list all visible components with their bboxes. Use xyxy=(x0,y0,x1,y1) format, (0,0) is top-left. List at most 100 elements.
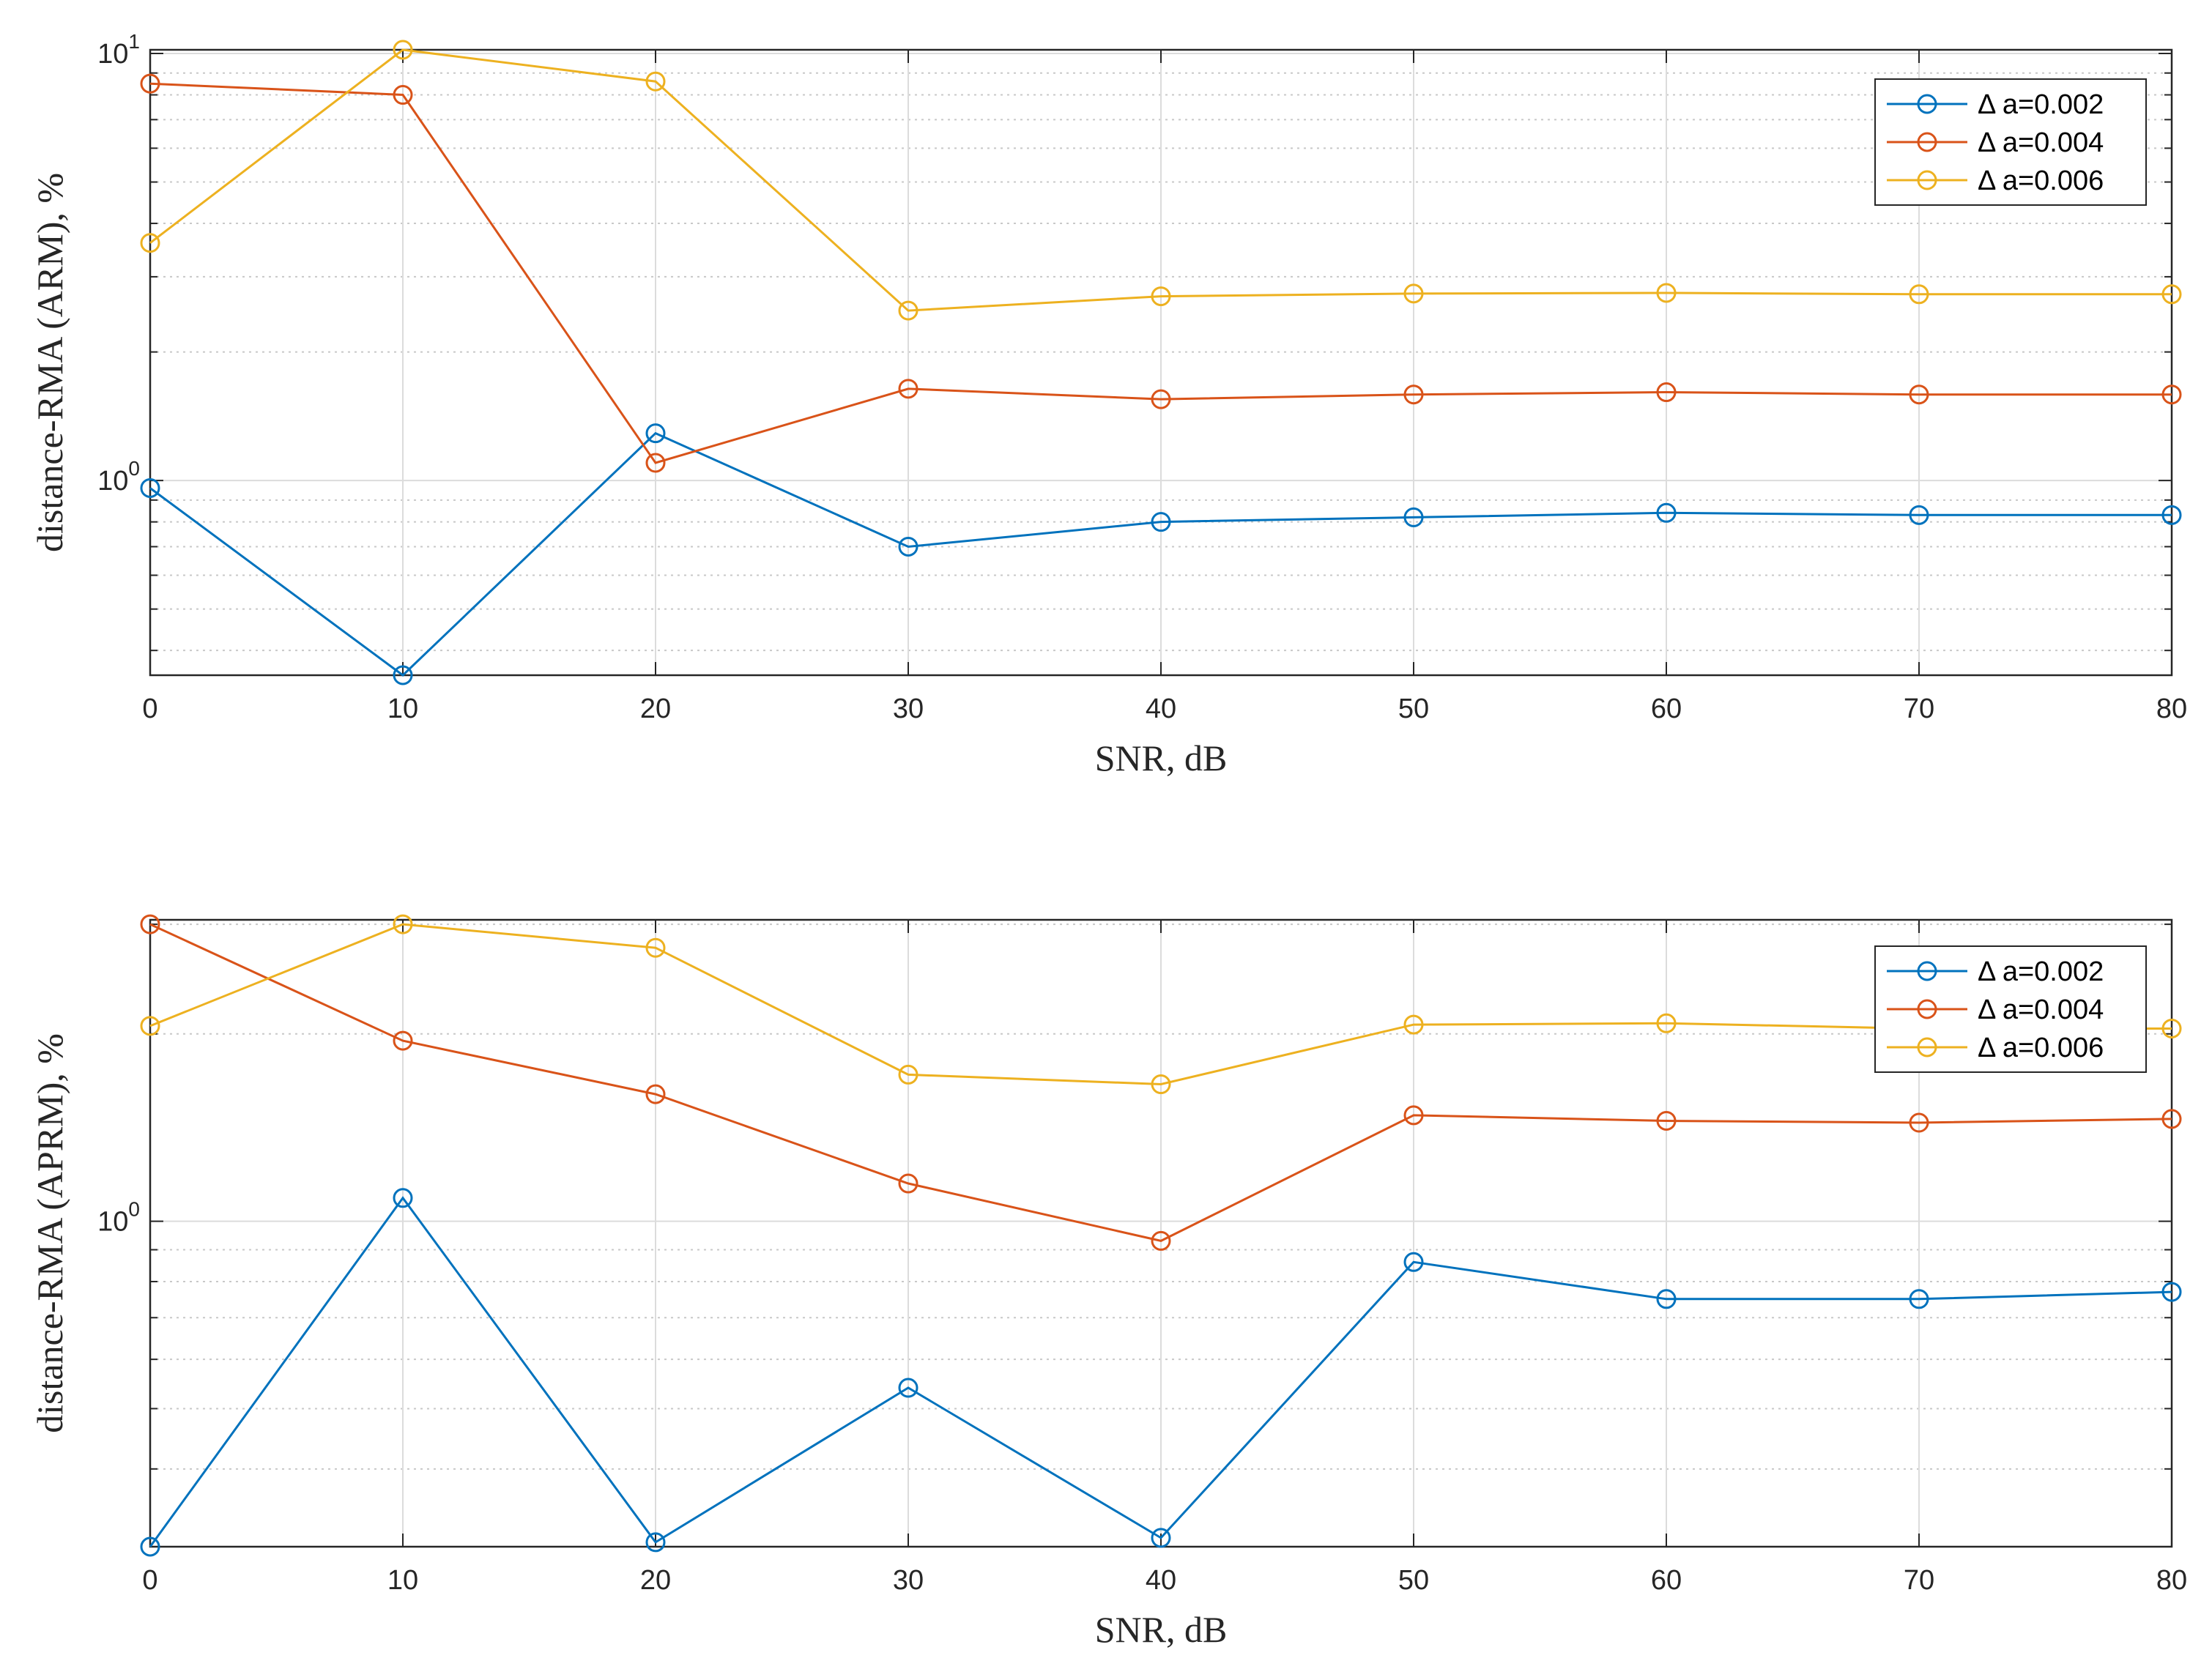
series-line xyxy=(149,82,2172,464)
data-point xyxy=(898,1173,918,1194)
data-point xyxy=(393,85,413,105)
axes-box xyxy=(149,48,2173,677)
data-point xyxy=(645,453,666,473)
data-point xyxy=(1403,507,1424,527)
series-line xyxy=(149,923,2172,1242)
data-point xyxy=(1151,512,1171,532)
data-point xyxy=(898,379,918,399)
x-tick-label: 10 xyxy=(387,694,418,724)
data-point xyxy=(1909,1112,1929,1133)
data-point xyxy=(1403,384,1424,405)
data-point xyxy=(1151,286,1171,307)
data-point xyxy=(898,536,918,557)
x-tick-label: 0 xyxy=(142,1565,157,1596)
x-tick-label: 40 xyxy=(1146,694,1176,724)
y-tick-label: 100 xyxy=(97,457,140,497)
data-point xyxy=(1403,1252,1424,1272)
legend-label: Δ a=0.004 xyxy=(1978,127,2104,158)
data-point xyxy=(1909,505,1929,525)
x-tick-label: 70 xyxy=(1904,694,1934,724)
x-tick-label: 60 xyxy=(1651,1565,1682,1596)
data-point xyxy=(1656,382,1677,403)
y-tick-label-exponent: 0 xyxy=(128,457,140,480)
data-point xyxy=(140,1016,160,1036)
data-point xyxy=(393,40,413,60)
data-point xyxy=(645,937,666,958)
series-line xyxy=(149,431,2172,677)
data-point xyxy=(645,1532,666,1553)
data-point xyxy=(1656,1110,1677,1131)
x-tick-label: 80 xyxy=(2156,1565,2187,1596)
data-point xyxy=(1403,1105,1424,1126)
data-point xyxy=(140,477,160,498)
data-point xyxy=(140,914,160,934)
y-tick-label-base: 10 xyxy=(97,1207,128,1238)
data-point xyxy=(898,1064,918,1085)
legend-label: Δ a=0.002 xyxy=(1978,956,2104,987)
data-point xyxy=(1656,283,1677,303)
y-axis-title: distance-RMA (APRM), % xyxy=(29,1033,70,1433)
data-point xyxy=(140,73,160,94)
legend-marker xyxy=(1917,94,1937,114)
data-point xyxy=(140,1536,160,1557)
data-point xyxy=(1909,1289,1929,1309)
legend-marker xyxy=(1917,170,1937,190)
series-line xyxy=(149,1196,2172,1547)
data-point xyxy=(2161,284,2182,305)
x-tick-label: 30 xyxy=(893,694,924,724)
legend-label: Δ a=0.006 xyxy=(1978,1033,2104,1063)
legend-label: Δ a=0.006 xyxy=(1978,166,2104,196)
x-tick-label: 40 xyxy=(1146,1565,1176,1596)
x-axis-title: SNR, dB xyxy=(1095,1609,1228,1650)
data-point xyxy=(393,665,413,685)
data-point xyxy=(645,71,666,92)
x-tick-label: 50 xyxy=(1398,1565,1429,1596)
data-point xyxy=(1656,1013,1677,1033)
x-tick-label: 20 xyxy=(640,694,671,724)
y-tick-label: 100 xyxy=(97,1198,140,1238)
data-point xyxy=(2161,1282,2182,1302)
data-point xyxy=(1656,1289,1677,1309)
legend-marker xyxy=(1917,961,1937,981)
series-line xyxy=(149,48,2172,312)
data-point xyxy=(393,1188,413,1208)
data-point xyxy=(898,300,918,321)
x-axis-title: SNR, dB xyxy=(1095,737,1228,778)
data-point xyxy=(1151,1074,1171,1095)
data-point xyxy=(898,1378,918,1398)
y-axis-title: distance-RMA (ARM), % xyxy=(29,173,70,552)
x-tick-label: 80 xyxy=(2156,694,2187,724)
data-point xyxy=(1151,1528,1171,1548)
data-point xyxy=(1656,502,1677,523)
data-point xyxy=(2161,384,2182,405)
legend-label: Δ a=0.002 xyxy=(1978,89,2104,120)
x-tick-label: 20 xyxy=(640,1565,671,1596)
y-tick-label-exponent: 1 xyxy=(128,30,140,53)
legend-marker xyxy=(1917,132,1937,152)
x-tick-label: 70 xyxy=(1904,1565,1934,1596)
y-tick-label: 101 xyxy=(97,30,140,70)
x-tick-label: 30 xyxy=(893,1565,924,1596)
data-point xyxy=(1151,389,1171,409)
y-tick-label-base: 10 xyxy=(97,39,128,70)
x-tick-label: 0 xyxy=(142,694,157,724)
x-tick-label: 60 xyxy=(1651,694,1682,724)
data-point xyxy=(2161,1018,2182,1038)
data-point xyxy=(1909,284,1929,305)
y-tick-label-exponent: 0 xyxy=(128,1198,140,1221)
data-point xyxy=(393,1030,413,1051)
legend-marker xyxy=(1917,999,1937,1019)
data-point xyxy=(1151,1230,1171,1251)
x-tick-label: 50 xyxy=(1398,694,1429,724)
data-point xyxy=(393,914,413,934)
data-point xyxy=(140,233,160,253)
y-tick-label-base: 10 xyxy=(97,466,128,497)
data-point xyxy=(1403,283,1424,304)
legend-marker xyxy=(1917,1037,1937,1057)
data-point xyxy=(645,1084,666,1104)
x-tick-label: 10 xyxy=(387,1565,418,1596)
data-point xyxy=(645,423,666,444)
